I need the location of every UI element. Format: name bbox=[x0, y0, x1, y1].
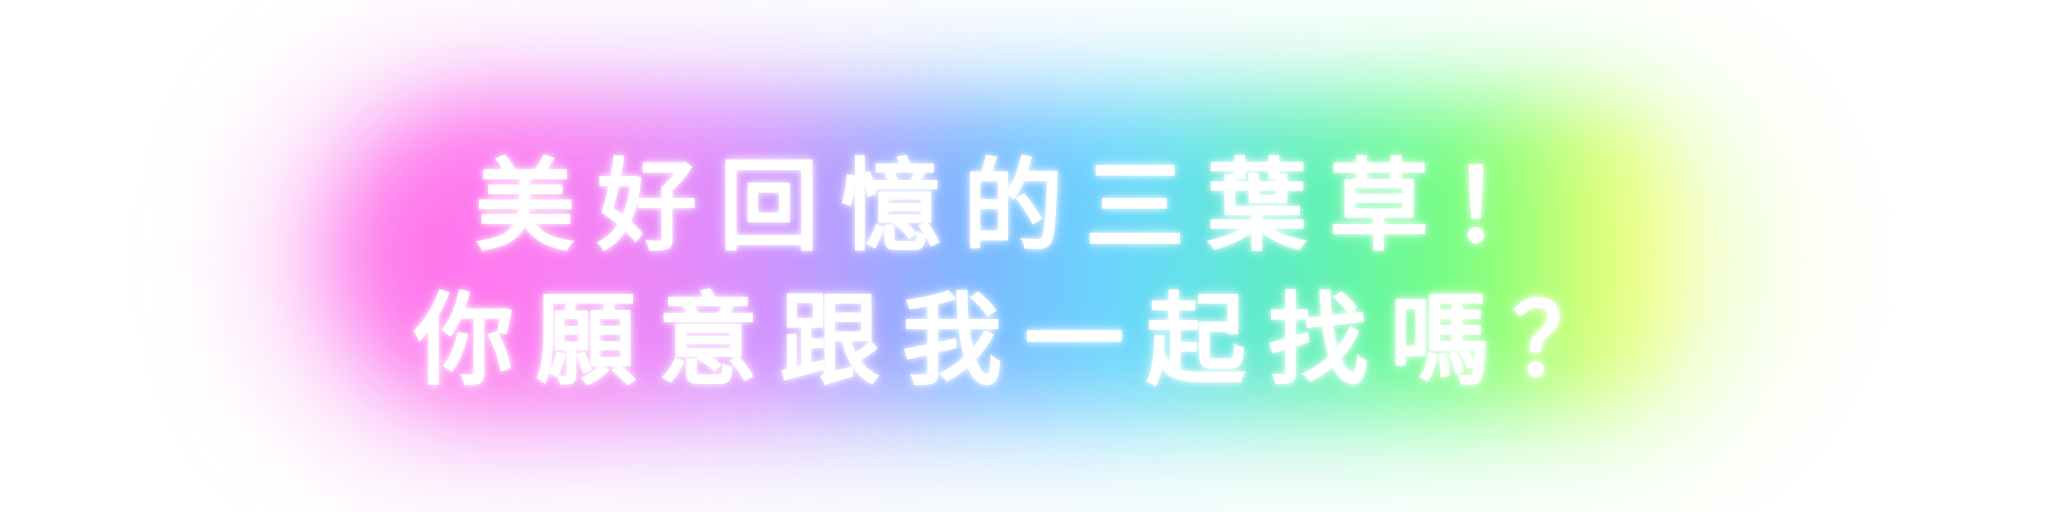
banner-line-2: 你願意跟我一起找嗎？ bbox=[414, 282, 1634, 399]
banner-line-1: 美好回憶的三葉草！ bbox=[475, 148, 1573, 265]
banner-text: 美好回憶的三葉草！ 你願意跟我一起找嗎？ bbox=[0, 140, 2048, 408]
rainbow-glow bbox=[340, 105, 1710, 405]
